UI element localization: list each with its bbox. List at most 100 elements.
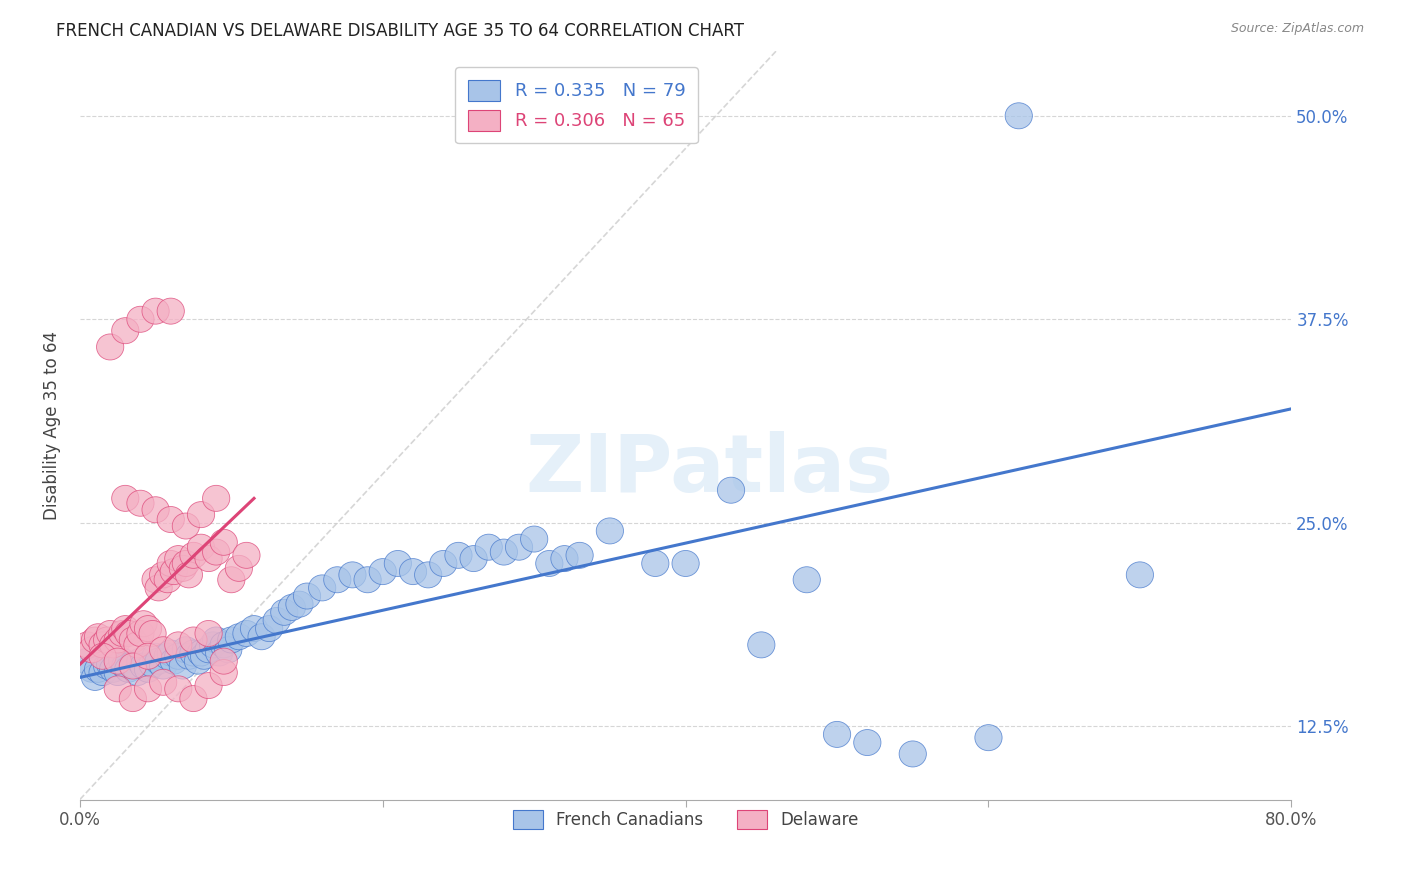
Ellipse shape bbox=[157, 550, 184, 576]
Ellipse shape bbox=[142, 497, 169, 523]
Ellipse shape bbox=[135, 657, 162, 682]
Ellipse shape bbox=[475, 534, 502, 560]
Ellipse shape bbox=[165, 643, 193, 669]
Text: FRENCH CANADIAN VS DELAWARE DISABILITY AGE 35 TO 64 CORRELATION CHART: FRENCH CANADIAN VS DELAWARE DISABILITY A… bbox=[56, 22, 744, 40]
Ellipse shape bbox=[73, 632, 101, 658]
Ellipse shape bbox=[853, 730, 882, 756]
Ellipse shape bbox=[89, 632, 117, 658]
Ellipse shape bbox=[218, 566, 245, 593]
Ellipse shape bbox=[124, 659, 150, 686]
Ellipse shape bbox=[180, 686, 207, 712]
Ellipse shape bbox=[1126, 562, 1153, 588]
Ellipse shape bbox=[129, 653, 157, 679]
Ellipse shape bbox=[115, 621, 142, 647]
Ellipse shape bbox=[596, 518, 623, 544]
Ellipse shape bbox=[202, 627, 229, 653]
Ellipse shape bbox=[84, 624, 111, 649]
Ellipse shape bbox=[505, 534, 533, 560]
Ellipse shape bbox=[84, 657, 111, 682]
Ellipse shape bbox=[127, 491, 155, 516]
Ellipse shape bbox=[93, 627, 121, 653]
Ellipse shape bbox=[139, 621, 166, 647]
Ellipse shape bbox=[793, 566, 820, 593]
Text: ZIPatlas: ZIPatlas bbox=[526, 431, 894, 509]
Ellipse shape bbox=[127, 621, 155, 647]
Ellipse shape bbox=[233, 621, 260, 647]
Ellipse shape bbox=[430, 550, 457, 576]
Ellipse shape bbox=[339, 562, 366, 588]
Ellipse shape bbox=[97, 621, 124, 647]
Ellipse shape bbox=[294, 583, 321, 609]
Ellipse shape bbox=[354, 566, 381, 593]
Ellipse shape bbox=[180, 542, 207, 568]
Ellipse shape bbox=[384, 550, 412, 576]
Ellipse shape bbox=[157, 507, 184, 533]
Ellipse shape bbox=[100, 632, 127, 658]
Ellipse shape bbox=[187, 640, 215, 666]
Ellipse shape bbox=[200, 632, 226, 658]
Ellipse shape bbox=[82, 665, 108, 690]
Ellipse shape bbox=[155, 643, 181, 669]
Ellipse shape bbox=[111, 318, 139, 343]
Ellipse shape bbox=[111, 615, 139, 641]
Ellipse shape bbox=[209, 659, 238, 686]
Ellipse shape bbox=[256, 615, 283, 641]
Ellipse shape bbox=[142, 566, 169, 593]
Ellipse shape bbox=[370, 558, 396, 584]
Ellipse shape bbox=[93, 653, 121, 679]
Ellipse shape bbox=[139, 651, 166, 677]
Ellipse shape bbox=[536, 550, 562, 576]
Ellipse shape bbox=[73, 648, 101, 674]
Ellipse shape bbox=[824, 722, 851, 747]
Ellipse shape bbox=[120, 651, 146, 677]
Ellipse shape bbox=[149, 669, 177, 696]
Ellipse shape bbox=[157, 298, 184, 324]
Ellipse shape bbox=[247, 624, 276, 649]
Ellipse shape bbox=[100, 657, 127, 682]
Ellipse shape bbox=[271, 599, 298, 625]
Ellipse shape bbox=[142, 643, 169, 669]
Ellipse shape bbox=[672, 550, 699, 576]
Ellipse shape bbox=[165, 632, 193, 658]
Ellipse shape bbox=[202, 539, 229, 566]
Ellipse shape bbox=[399, 558, 426, 584]
Ellipse shape bbox=[225, 624, 253, 649]
Ellipse shape bbox=[215, 637, 242, 663]
Ellipse shape bbox=[149, 562, 177, 588]
Ellipse shape bbox=[195, 637, 222, 663]
Ellipse shape bbox=[104, 627, 131, 653]
Ellipse shape bbox=[974, 724, 1002, 751]
Ellipse shape bbox=[202, 485, 229, 511]
Text: Source: ZipAtlas.com: Source: ZipAtlas.com bbox=[1230, 22, 1364, 36]
Ellipse shape bbox=[551, 546, 578, 572]
Ellipse shape bbox=[173, 513, 200, 539]
Ellipse shape bbox=[120, 686, 146, 712]
Ellipse shape bbox=[195, 621, 222, 647]
Ellipse shape bbox=[323, 566, 352, 593]
Ellipse shape bbox=[104, 676, 131, 702]
Ellipse shape bbox=[120, 627, 146, 653]
Ellipse shape bbox=[218, 627, 245, 653]
Ellipse shape bbox=[748, 632, 775, 658]
Ellipse shape bbox=[209, 648, 238, 674]
Y-axis label: Disability Age 35 to 64: Disability Age 35 to 64 bbox=[44, 331, 60, 520]
Ellipse shape bbox=[285, 591, 314, 617]
Ellipse shape bbox=[135, 615, 162, 641]
Ellipse shape bbox=[169, 556, 197, 582]
Ellipse shape bbox=[176, 643, 202, 669]
Ellipse shape bbox=[209, 632, 238, 658]
Ellipse shape bbox=[108, 621, 136, 647]
Ellipse shape bbox=[169, 653, 197, 679]
Ellipse shape bbox=[124, 632, 150, 658]
Ellipse shape bbox=[187, 501, 215, 528]
Ellipse shape bbox=[149, 637, 177, 663]
Ellipse shape bbox=[460, 546, 488, 572]
Ellipse shape bbox=[127, 648, 155, 674]
Ellipse shape bbox=[115, 657, 142, 682]
Ellipse shape bbox=[149, 653, 177, 679]
Ellipse shape bbox=[184, 648, 212, 674]
Ellipse shape bbox=[173, 550, 200, 576]
Ellipse shape bbox=[225, 556, 253, 582]
Ellipse shape bbox=[180, 640, 207, 666]
Ellipse shape bbox=[108, 648, 136, 674]
